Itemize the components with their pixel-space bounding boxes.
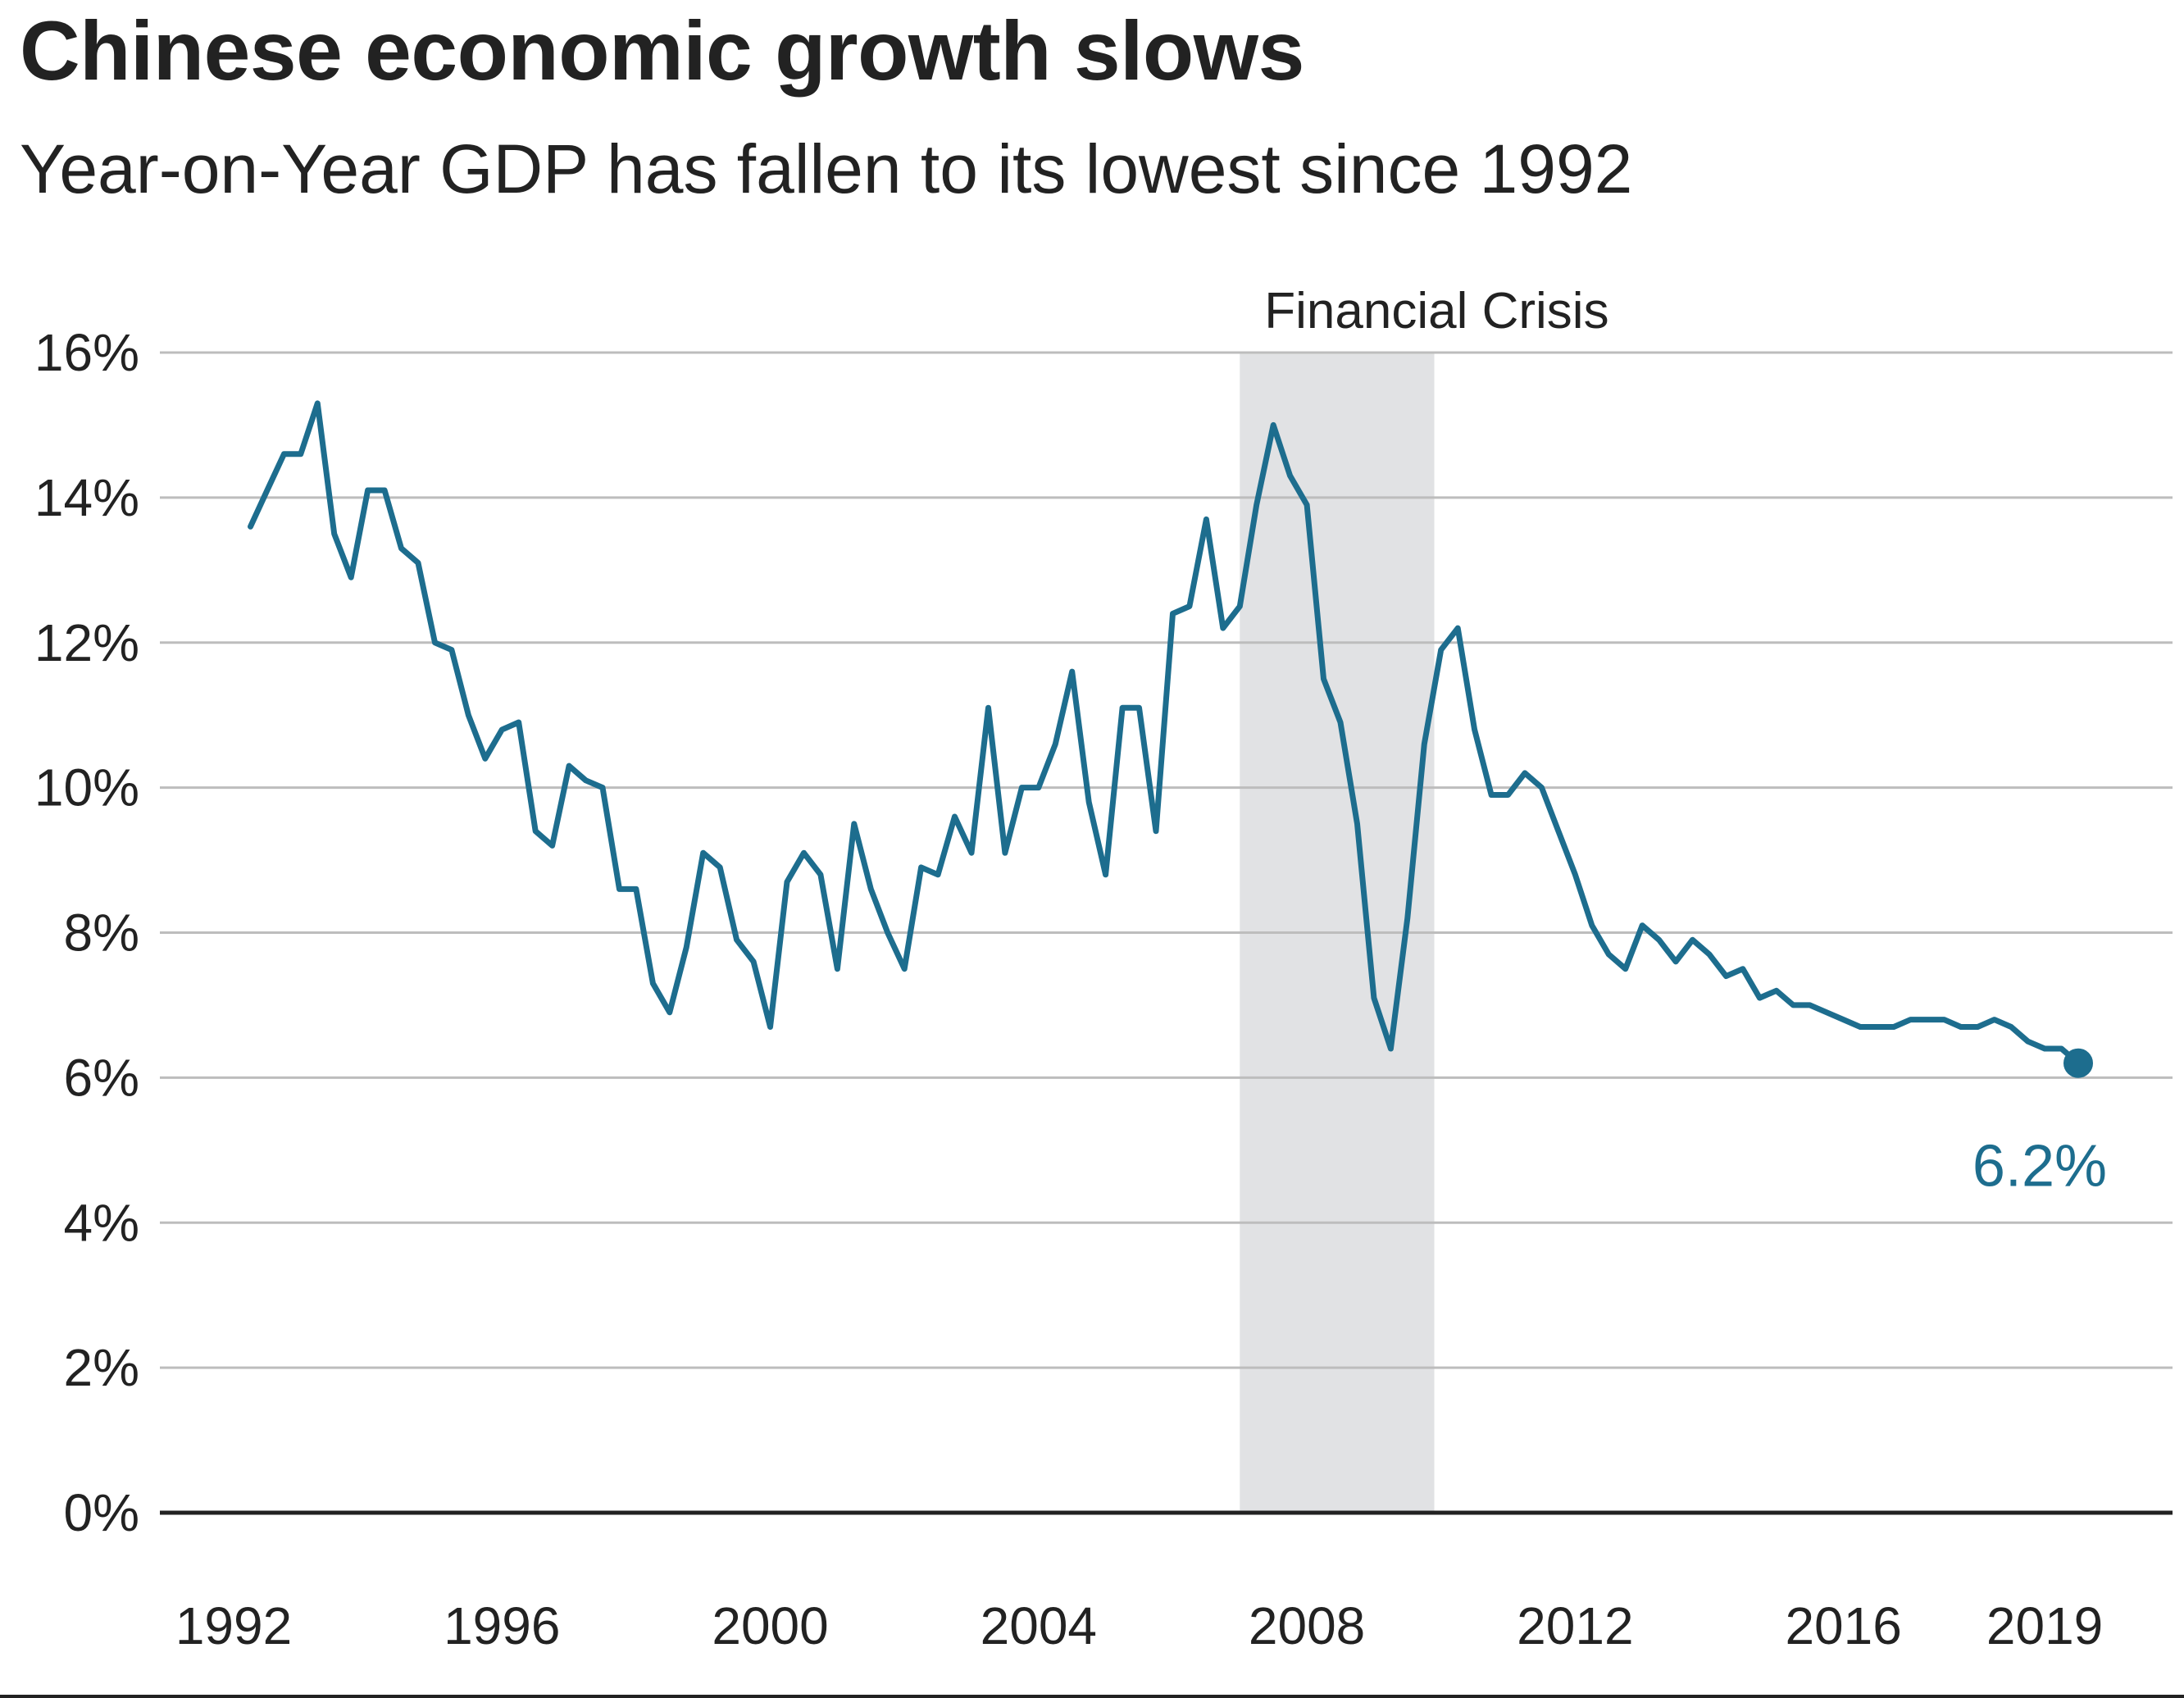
y-tick-label: 14% bbox=[34, 468, 139, 527]
x-tick-label: 1992 bbox=[175, 1596, 292, 1655]
financial-crisis-label: Financial Crisis bbox=[1264, 283, 1608, 339]
y-tick-label: 8% bbox=[64, 904, 140, 963]
x-tick-label: 2008 bbox=[1249, 1596, 1365, 1655]
shade-layer: Financial Crisis bbox=[1240, 283, 1609, 1513]
y-tick-label: 16% bbox=[34, 323, 139, 382]
y-tick-label: 2% bbox=[64, 1338, 140, 1397]
x-tick-label: 2004 bbox=[981, 1596, 1097, 1655]
x-tick-label: 1996 bbox=[444, 1596, 560, 1655]
chart-subtitle: Year-on-Year GDP has fallen to its lowes… bbox=[20, 130, 1633, 207]
series-line-gdp-growth bbox=[248, 400, 2082, 1067]
x-tick-label: 2000 bbox=[712, 1596, 828, 1655]
series-layer bbox=[248, 400, 2082, 1067]
endpoint-marker bbox=[2063, 1048, 2093, 1078]
y-axis: 0% 2% 4% 6% 8% 10% 12% 14% 16% bbox=[34, 323, 139, 1542]
x-tick-label: 2016 bbox=[1785, 1596, 1901, 1655]
x-tick-label: 2012 bbox=[1517, 1596, 1633, 1655]
y-tick-label: 4% bbox=[64, 1193, 140, 1252]
annotations: 6.2% bbox=[1972, 1048, 2107, 1200]
chart-title: Chinese economic growth slows bbox=[20, 4, 1304, 98]
endpoint-label: 6.2% bbox=[1972, 1134, 2107, 1200]
y-tick-label: 10% bbox=[34, 758, 139, 817]
x-axis: 1992 1996 2000 2004 2008 2012 2016 2019 bbox=[175, 1596, 2103, 1655]
y-tick-label: 12% bbox=[34, 613, 139, 672]
gridlines bbox=[160, 351, 2173, 1515]
y-tick-label: 0% bbox=[64, 1483, 140, 1542]
footer-rule bbox=[0, 1695, 2184, 1698]
x-tick-label: 2019 bbox=[1986, 1596, 2103, 1655]
y-tick-label: 6% bbox=[64, 1048, 140, 1107]
